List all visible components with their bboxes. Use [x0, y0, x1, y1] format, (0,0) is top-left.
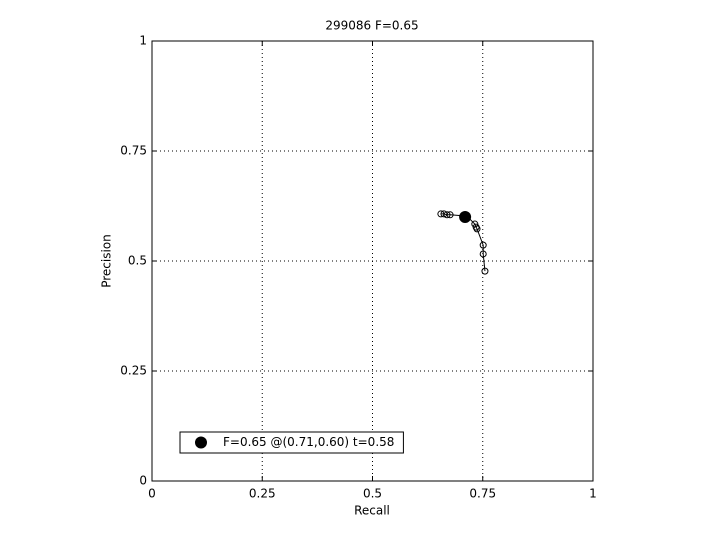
legend-marker [195, 436, 207, 449]
chart-title: 299086 F=0.65 [325, 19, 418, 33]
y-tick-label: 1 [139, 34, 147, 48]
x-axis-label: Recall [354, 504, 390, 518]
x-tick-label: 1 [589, 487, 597, 501]
marker [446, 211, 454, 219]
marker [481, 267, 489, 275]
x-tick-label: 0.5 [363, 487, 382, 501]
marker [459, 211, 472, 223]
y-tick-label: 0.25 [120, 364, 147, 378]
legend-label: F=0.65 @(0.71,0.60) t=0.58 [223, 435, 394, 449]
y-axis-label: Precision [100, 234, 114, 288]
marker [479, 241, 487, 249]
legend-box [179, 431, 404, 454]
marker [473, 225, 481, 233]
marker [479, 250, 487, 258]
plot-frame [151, 40, 594, 482]
x-tick-label: 0.75 [469, 487, 496, 501]
marker [443, 211, 451, 219]
y-tick-label: 0 [139, 474, 147, 488]
x-tick-label: 0 [148, 487, 156, 501]
y-tick-label: 0.5 [128, 254, 147, 268]
y-tick-label: 0.75 [120, 144, 147, 158]
x-tick-label: 0.25 [249, 487, 276, 501]
